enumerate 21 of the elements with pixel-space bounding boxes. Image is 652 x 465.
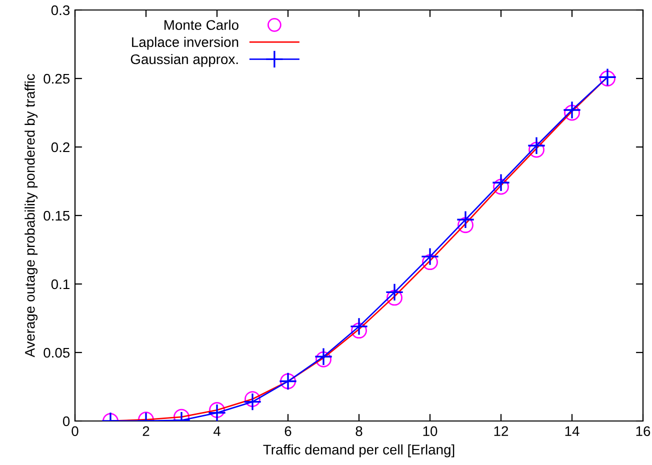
y-tick-label: 0 <box>62 416 70 426</box>
x-tick-label: 0 <box>72 426 78 436</box>
x-tick-label: 14 <box>565 426 580 436</box>
x-tick-label: 4 <box>213 426 220 436</box>
y-tick-label: 0.1 <box>51 279 70 290</box>
y-tick-label: 0.15 <box>44 210 70 221</box>
x-tick-label: 12 <box>494 426 508 436</box>
x-tick-label: 6 <box>284 426 292 436</box>
x-tick-label: 2 <box>142 426 150 436</box>
x-tick-label: 16 <box>636 426 650 436</box>
x-tick-label: 10 <box>423 426 438 436</box>
x-tick-label: 8 <box>356 426 362 436</box>
x-axis-title: Traffic demand per cell [Erlang] <box>263 444 454 458</box>
legend-label: Gaussian approx. <box>130 54 238 67</box>
legend-label: Monte Carlo <box>164 20 238 30</box>
y-tick-label: 0.2 <box>51 142 70 152</box>
y-axis-title: Average outage probability pondered by traffic <box>24 74 38 358</box>
y-tick-label: 0.25 <box>44 74 70 84</box>
legend-label: Laplace inversion <box>132 36 238 50</box>
y-tick-label: 0.05 <box>44 348 70 358</box>
y-tick-label: 0.3 <box>51 5 70 16</box>
